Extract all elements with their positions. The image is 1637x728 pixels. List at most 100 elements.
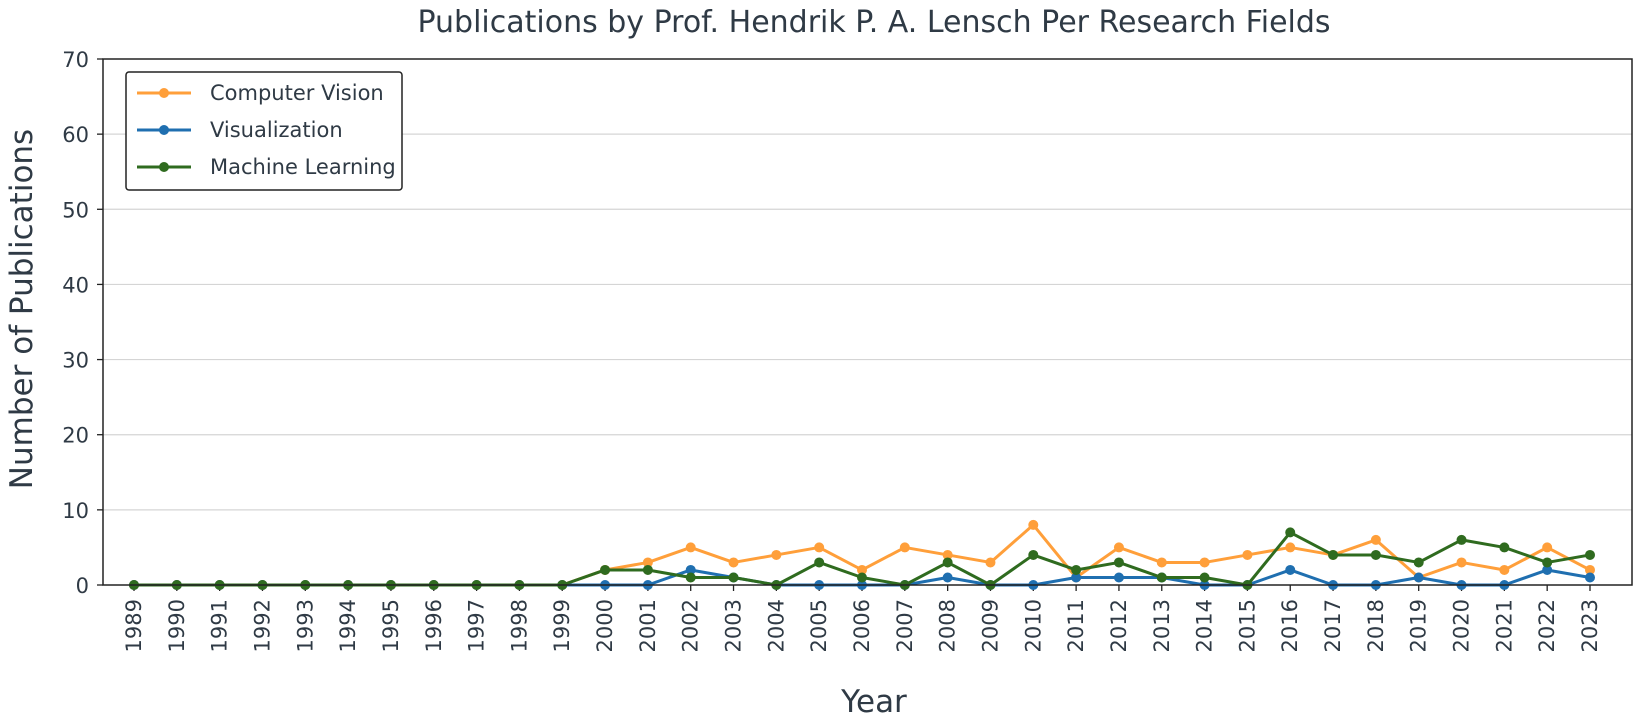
x-tick-label: 2003 bbox=[722, 599, 746, 652]
data-point bbox=[1328, 549, 1339, 560]
legend-item: Visualization bbox=[137, 118, 343, 142]
data-point bbox=[1542, 542, 1553, 553]
data-point bbox=[985, 557, 996, 568]
data-point bbox=[814, 542, 825, 553]
legend-box bbox=[125, 71, 403, 191]
data-point bbox=[1113, 557, 1124, 568]
y-tick-label: 20 bbox=[62, 424, 89, 448]
data-point bbox=[1499, 542, 1510, 553]
y-axis-ticks: 0 10 20 30 40 50 60 70 bbox=[62, 48, 103, 598]
data-point bbox=[1113, 572, 1124, 583]
x-tick-label: 2008 bbox=[936, 599, 960, 652]
data-point bbox=[600, 564, 611, 575]
data-point bbox=[1028, 549, 1039, 560]
data-point bbox=[1542, 557, 1553, 568]
data-point bbox=[857, 572, 867, 583]
data-point bbox=[1542, 564, 1553, 575]
x-tick-label: 2014 bbox=[1193, 599, 1217, 652]
data-point bbox=[728, 557, 739, 568]
data-point bbox=[1413, 572, 1424, 583]
legend-label: Visualization bbox=[210, 118, 343, 142]
data-point bbox=[942, 549, 953, 560]
chart-title: Publications by Prof. Hendrik P. A. Lens… bbox=[417, 5, 1330, 40]
data-point bbox=[1156, 557, 1167, 568]
data-point bbox=[1370, 549, 1381, 560]
x-tick-label: 2013 bbox=[1150, 599, 1174, 652]
x-tick-label: 1992 bbox=[250, 599, 274, 652]
y-tick-label: 30 bbox=[62, 349, 89, 373]
x-tick-label: 2009 bbox=[978, 599, 1002, 652]
data-point bbox=[1499, 564, 1510, 575]
x-tick-label: 1995 bbox=[379, 599, 403, 652]
y-tick-label: 0 bbox=[76, 574, 89, 598]
data-point bbox=[1585, 549, 1595, 560]
x-tick-label: 2016 bbox=[1278, 599, 1302, 652]
data-point bbox=[1413, 557, 1424, 568]
x-tick-label: 1999 bbox=[550, 599, 574, 652]
x-tick-label: 2022 bbox=[1535, 599, 1559, 652]
data-point bbox=[1285, 527, 1296, 538]
data-point bbox=[942, 572, 953, 583]
x-tick-label: 2012 bbox=[1107, 599, 1131, 652]
data-point bbox=[1285, 542, 1296, 553]
x-tick-label: 2007 bbox=[893, 599, 917, 652]
data-point bbox=[942, 557, 953, 568]
legend-label: Computer Vision bbox=[210, 81, 384, 105]
x-tick-label: 2006 bbox=[850, 599, 874, 652]
data-point bbox=[1456, 557, 1467, 568]
legend: Computer Vision Visualization Machine Lear… bbox=[125, 71, 403, 191]
data-point bbox=[1113, 542, 1124, 553]
x-tick-label: 2001 bbox=[636, 599, 660, 652]
data-point bbox=[685, 564, 696, 575]
legend-marker bbox=[159, 88, 169, 98]
x-tick-label: 2021 bbox=[1492, 599, 1516, 652]
legend-item: Machine Learning bbox=[137, 155, 396, 179]
data-point bbox=[1071, 564, 1082, 575]
x-axis-label: Year bbox=[840, 684, 907, 720]
y-axis-label: Number of Publications bbox=[4, 129, 40, 489]
x-tick-label: 2020 bbox=[1450, 599, 1474, 652]
data-point bbox=[1199, 572, 1210, 583]
legend-label: Machine Learning bbox=[210, 155, 396, 179]
x-tick-label: 1993 bbox=[293, 599, 317, 652]
y-tick-label: 40 bbox=[62, 273, 89, 297]
data-point bbox=[1199, 557, 1210, 568]
x-tick-label: 2000 bbox=[593, 599, 617, 652]
y-tick-label: 70 bbox=[62, 48, 89, 72]
legend-item: Computer Vision bbox=[137, 81, 384, 105]
data-point bbox=[1456, 534, 1467, 545]
x-tick-label: 2017 bbox=[1321, 599, 1345, 652]
data-point bbox=[642, 564, 653, 575]
x-tick-label: 1994 bbox=[336, 599, 360, 652]
plot-frame bbox=[102, 58, 1633, 586]
data-point bbox=[1071, 572, 1082, 583]
x-tick-label: 2010 bbox=[1021, 599, 1045, 652]
data-point bbox=[685, 542, 696, 553]
x-tick-label: 1997 bbox=[465, 599, 489, 652]
data-point bbox=[1028, 519, 1039, 530]
legend-marker bbox=[159, 162, 169, 172]
data-point bbox=[1285, 564, 1296, 575]
y-tick-label: 60 bbox=[62, 123, 89, 147]
legend-marker bbox=[159, 125, 169, 135]
data-point bbox=[1242, 549, 1253, 560]
x-tick-label: 2019 bbox=[1407, 599, 1431, 652]
data-point bbox=[771, 549, 782, 560]
data-point bbox=[857, 564, 867, 575]
x-tick-label: 2004 bbox=[764, 599, 788, 652]
data-point bbox=[685, 572, 696, 583]
x-tick-label: 2023 bbox=[1578, 599, 1602, 652]
x-tick-label: 1991 bbox=[208, 599, 232, 652]
data-point bbox=[1370, 534, 1381, 545]
data-point bbox=[1585, 572, 1595, 583]
x-tick-label: 2018 bbox=[1364, 599, 1388, 652]
x-tick-label: 2005 bbox=[807, 599, 831, 652]
y-tick-label: 50 bbox=[62, 198, 89, 222]
data-point bbox=[899, 542, 910, 553]
x-axis-ticks: 1989 1990 1991 1992 1993 1994 1995 1996 1997 1998… bbox=[122, 585, 1602, 652]
data-point bbox=[728, 572, 739, 583]
x-tick-label: 2015 bbox=[1235, 599, 1259, 652]
y-tick-label: 10 bbox=[62, 499, 89, 523]
